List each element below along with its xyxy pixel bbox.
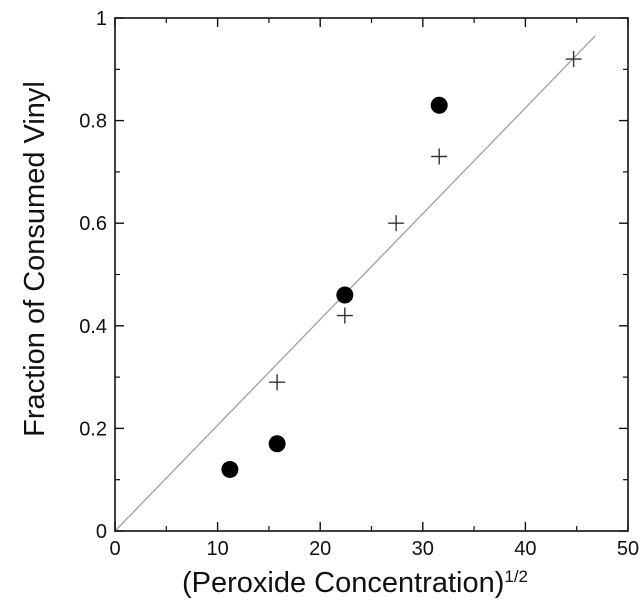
data-point-circle xyxy=(221,460,239,478)
tick-labels: 0 10 20 30 40 50 0 0.2 0.4 0.6 0.8 1 xyxy=(79,8,639,560)
y-tick-label: 0.2 xyxy=(79,418,107,440)
y-tick-label: 0.6 xyxy=(79,213,107,235)
y-tick-label: 0.8 xyxy=(79,111,107,133)
data-point-circle xyxy=(430,96,448,114)
y-tick-label: 1 xyxy=(96,8,107,30)
data-point-plus xyxy=(431,148,448,165)
y-tick-label: 0.4 xyxy=(79,316,107,338)
data-point-circle xyxy=(268,435,286,453)
x-axis-title-text: (Peroxide Concentration) xyxy=(182,567,504,599)
x-axis-title: (Peroxide Concentration)1/2 xyxy=(182,567,528,599)
data-point-plus xyxy=(565,51,582,68)
x-tick-label: 30 xyxy=(412,538,434,560)
x-tick-label: 40 xyxy=(514,538,536,560)
tick-marks xyxy=(114,17,629,532)
x-tick-label: 0 xyxy=(109,538,120,560)
plot-frame xyxy=(114,17,629,532)
data-point-circle xyxy=(336,286,354,304)
data-point-plus xyxy=(336,307,353,324)
fit-line xyxy=(114,35,596,532)
x-tick-label: 20 xyxy=(309,538,331,560)
x-tick-label: 50 xyxy=(617,538,639,560)
x-tick-label: 10 xyxy=(206,538,228,560)
data-point-plus xyxy=(269,374,286,391)
plot-area xyxy=(114,35,596,532)
y-tick-label: 0 xyxy=(96,521,107,543)
x-axis-title-superscript: 1/2 xyxy=(504,567,528,586)
axes xyxy=(114,17,629,532)
data-point-plus xyxy=(388,215,405,232)
y-axis-title: Fraction of Consumed Vinyl xyxy=(19,81,51,437)
